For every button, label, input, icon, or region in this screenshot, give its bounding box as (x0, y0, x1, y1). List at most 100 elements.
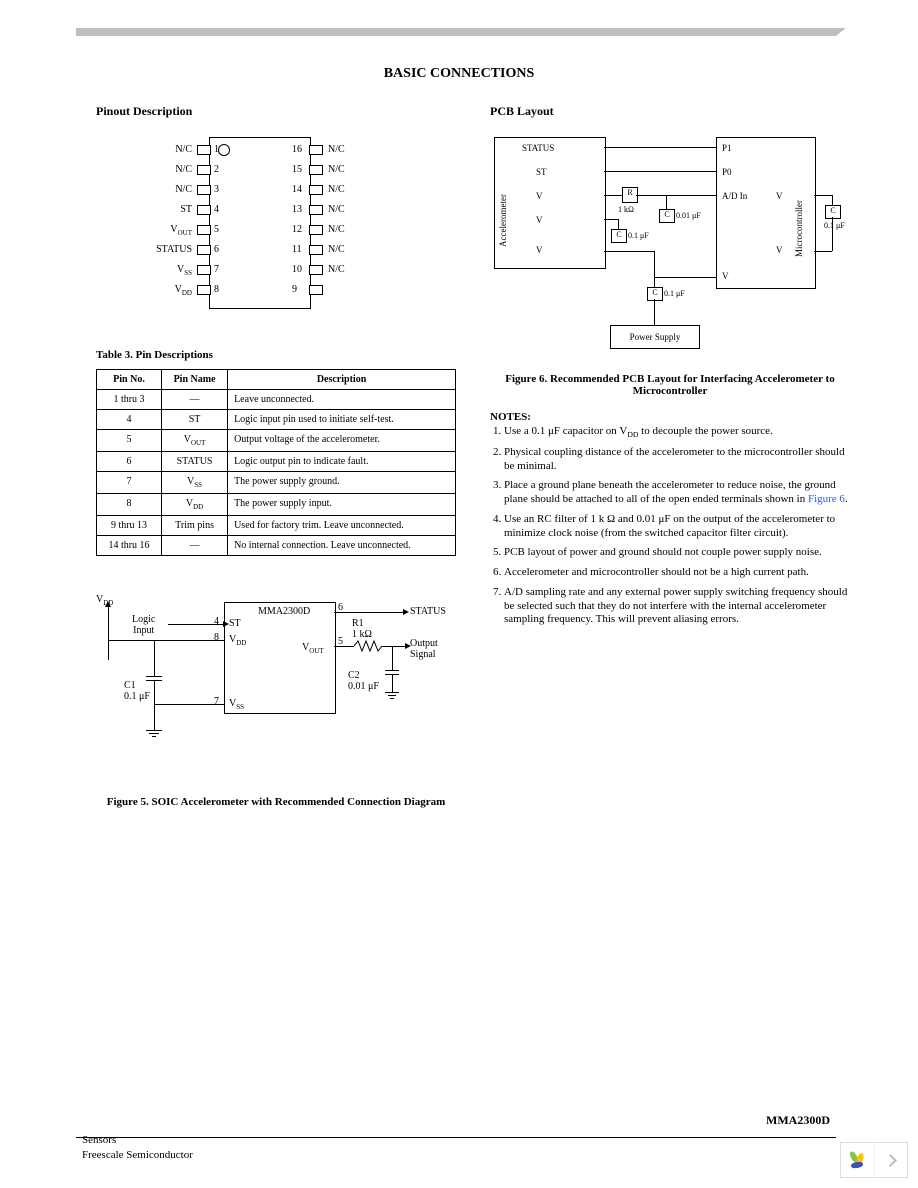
table-cell: ST (162, 410, 228, 430)
cap-icon (385, 670, 399, 671)
table-row: 5VOUTOutput voltage of the accelerometer… (97, 430, 456, 452)
wire (814, 251, 832, 252)
pin-number: 2 (214, 164, 219, 175)
gnd-icon (385, 692, 399, 693)
pin-lead (197, 245, 211, 255)
wire (832, 195, 833, 205)
pin-number: 1 (214, 144, 219, 155)
pin-number: 7 (214, 264, 219, 275)
pin-number: 8 (214, 284, 219, 295)
table-cell: VOUT (162, 430, 228, 452)
header-bar (76, 28, 836, 36)
note-item: A/D sampling rate and any external power… (504, 586, 850, 627)
table-cell: 4 (97, 410, 162, 430)
table-cell: 5 (97, 430, 162, 452)
table-cell: 8 (97, 494, 162, 516)
table-cell: The power supply ground. (228, 472, 456, 494)
pin-number: 13 (292, 204, 302, 215)
table-cell: 6 (97, 452, 162, 472)
pin-lead (197, 165, 211, 175)
next-page-button[interactable] (874, 1143, 908, 1177)
figure-6-caption: Figure 6. Recommended PCB Layout for Int… (490, 373, 850, 397)
note-item: PCB layout of power and ground should no… (504, 546, 850, 560)
figure-5-caption: Figure 5. SOIC Accelerometer with Recomm… (96, 796, 456, 808)
accel-box (494, 137, 606, 269)
p-vdd: V (536, 215, 543, 225)
pin-label: STATUS (130, 244, 192, 255)
f5-vss: VSS (229, 698, 244, 711)
table-header: Pin Name (162, 370, 228, 390)
pin-label: VDD (130, 284, 192, 297)
mcu-label: Microcontroller (794, 177, 804, 257)
figure-6: Accelerometer STATUS ST V V V Microcontr… (490, 127, 850, 367)
pin-number: 15 (292, 164, 302, 175)
wire (832, 217, 833, 251)
pin-label: N/C (328, 204, 345, 215)
note-item: Physical coupling distance of the accele… (504, 446, 850, 474)
table-cell: STATUS (162, 452, 228, 472)
wire (654, 251, 655, 287)
f5-pin4: 4 (214, 616, 219, 627)
p-vout: V (536, 191, 543, 201)
pin-label: ST (130, 204, 192, 215)
wire (108, 640, 224, 641)
pin-lead (197, 145, 211, 155)
viewer-logo-button[interactable] (841, 1143, 874, 1177)
footer-left: Sensors Freescale Semiconductor (82, 1133, 193, 1162)
page-title: BASIC CONNECTIONS (0, 66, 918, 82)
wire (654, 277, 716, 278)
pin-label: N/C (328, 164, 345, 175)
table-cell: — (162, 390, 228, 410)
pin-number: 9 (292, 284, 297, 295)
c-box-4: C (825, 205, 841, 219)
table-cell: VDD (162, 494, 228, 516)
right-column: PCB Layout Accelerometer STATUS ST V V V… (490, 100, 850, 633)
wire (334, 612, 404, 613)
pin-number: 10 (292, 264, 302, 275)
gnd-icon (390, 698, 394, 699)
c-box-1: C (659, 209, 675, 223)
table-row: 9 thru 13Trim pinsUsed for factory trim.… (97, 516, 456, 536)
f5-output: Output Signal (410, 638, 438, 660)
pin-label: N/C (328, 264, 345, 275)
p-adin: A/D In (722, 191, 747, 201)
table-row: 8VDDThe power supply input. (97, 494, 456, 516)
cap-icon (146, 676, 162, 677)
pinout-heading: Pinout Description (96, 104, 456, 119)
table-row: 1 thru 3—Leave unconnected. (97, 390, 456, 410)
note-item: Place a ground plane beneath the acceler… (504, 479, 850, 507)
pin-lead (309, 245, 323, 255)
notes-list: Use a 0.1 μF capacitor on VDD to decoupl… (504, 425, 850, 627)
pin-label: N/C (130, 184, 192, 195)
pin-lead (309, 145, 323, 155)
f5-status: STATUS (410, 606, 446, 617)
pin-lead (309, 225, 323, 235)
table-cell: — (162, 536, 228, 556)
wire (604, 147, 716, 148)
table-cell: Output voltage of the accelerometer. (228, 430, 456, 452)
pin-lead (197, 285, 211, 295)
wire (604, 251, 654, 252)
pin-lead (309, 265, 323, 275)
pin-lead (197, 225, 211, 235)
c-01b: 0.1 μF (664, 289, 685, 298)
f5-vddpin: VDD (229, 634, 246, 647)
f5-r1: R1 1 kΩ (352, 618, 372, 640)
wire (636, 195, 716, 196)
wire (814, 195, 832, 196)
c-box-3: C (647, 287, 663, 301)
wire (666, 195, 667, 209)
r-value: 1 kΩ (618, 205, 634, 214)
table-row: 6STATUSLogic output pin to indicate faul… (97, 452, 456, 472)
pin-label: VSS (130, 264, 192, 277)
pin-descriptions-table: Pin No.Pin NameDescription 1 thru 3—Leav… (96, 369, 456, 556)
table-cell: Leave unconnected. (228, 390, 456, 410)
table-cell: 9 thru 13 (97, 516, 162, 536)
pin-number: 3 (214, 184, 219, 195)
accel-label: Accelerometer (498, 167, 508, 247)
table-cell: No internal connection. Leave unconnecte… (228, 536, 456, 556)
table-row: 7VSSThe power supply ground. (97, 472, 456, 494)
viewer-nav-widget (840, 1142, 908, 1178)
pin-number: 4 (214, 204, 219, 215)
c-box-2: C (611, 229, 627, 243)
